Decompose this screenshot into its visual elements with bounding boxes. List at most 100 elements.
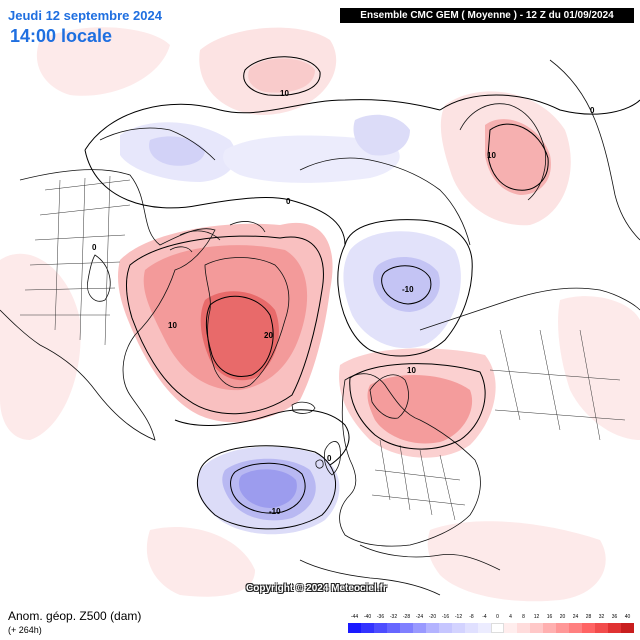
legend-swatch bbox=[452, 623, 465, 633]
legend-swatch bbox=[517, 623, 530, 633]
ridge-siberia-core bbox=[485, 119, 551, 195]
coastline-iceland bbox=[291, 401, 316, 414]
label-zero-atlantic: 0 bbox=[327, 454, 332, 463]
legend-tick-label: -32 bbox=[389, 614, 398, 620]
legend-tick-label: -24 bbox=[415, 614, 424, 620]
contour-value-labels: 10 0 0 10 0 10 20 -10 10 0 -10 bbox=[92, 89, 595, 516]
legend-swatch bbox=[621, 623, 634, 633]
legend-tick-label: 24 bbox=[572, 614, 579, 620]
contour-zero-north-america bbox=[84, 149, 346, 246]
trough-laptev-area bbox=[353, 114, 410, 156]
contour-zero-polar bbox=[84, 99, 441, 151]
ridge-bottom-left-area bbox=[146, 526, 255, 597]
legend-tick-label: 12 bbox=[533, 614, 540, 620]
legend-cell: -8 bbox=[465, 614, 478, 640]
legend-cell: 28 bbox=[582, 614, 595, 640]
ridge-south-area bbox=[427, 521, 606, 602]
legend-cell: 16 bbox=[543, 614, 556, 640]
label-zero-top-right: 0 bbox=[590, 106, 595, 115]
legend-tick-label: 16 bbox=[546, 614, 553, 620]
forecast-time-label: 14:00 locale bbox=[10, 26, 113, 46]
legend-cell: -24 bbox=[413, 614, 426, 640]
legend-cell: -4 bbox=[478, 614, 491, 640]
legend-swatch bbox=[400, 623, 413, 633]
legend-tick-label: -12 bbox=[454, 614, 463, 620]
lead-time-label: (+ 264h) bbox=[8, 625, 42, 635]
legend-swatch bbox=[361, 623, 374, 633]
legend-tick-label: -20 bbox=[428, 614, 437, 620]
coastline-alaska bbox=[99, 127, 216, 161]
legend-tick-label: -40 bbox=[363, 614, 372, 620]
coastline-hudson-bay bbox=[87, 254, 111, 302]
legend-cell: -28 bbox=[400, 614, 413, 640]
legend-swatch bbox=[543, 623, 556, 633]
parameter-label: Anom. géop. Z500 (dam) bbox=[8, 609, 142, 623]
legend-cell: 0 bbox=[491, 614, 504, 640]
label-ridge-canada: 10 bbox=[168, 321, 177, 330]
legend-tick-label: -44 bbox=[350, 614, 359, 620]
contour-trough-arctic bbox=[381, 265, 432, 305]
negative-anomaly-fill bbox=[120, 114, 461, 535]
label-zero-north-america: 0 bbox=[92, 243, 97, 252]
legend-cell: -32 bbox=[387, 614, 400, 640]
label-trough-atlantic: -10 bbox=[269, 507, 281, 516]
ridge-north-pacific-core bbox=[248, 58, 315, 93]
ridge-right-edge-area bbox=[558, 296, 640, 440]
legend-tick-label: -4 bbox=[482, 614, 487, 620]
legend-swatch bbox=[491, 623, 504, 633]
coastline-mediterranean bbox=[359, 544, 501, 571]
legend-cell: -44 bbox=[348, 614, 361, 640]
legend-cell: -20 bbox=[426, 614, 439, 640]
trough-arctic-strip bbox=[223, 135, 400, 183]
contour-ridge-canada bbox=[125, 235, 324, 415]
legend-tick-label: 28 bbox=[585, 614, 592, 620]
legend-cell: 4 bbox=[504, 614, 517, 640]
legend-swatch bbox=[530, 623, 543, 633]
border-lines-europe bbox=[371, 439, 466, 521]
label-zero-alaska: 0 bbox=[286, 197, 291, 206]
contour-trough-atlantic bbox=[230, 462, 306, 514]
legend-cell: -12 bbox=[452, 614, 465, 640]
legend-tick-label: -16 bbox=[441, 614, 450, 620]
legend-swatch bbox=[595, 623, 608, 633]
legend-cell: 40 bbox=[621, 614, 634, 640]
label-ridge-north-pacific: 10 bbox=[280, 89, 289, 98]
legend-cell: -40 bbox=[361, 614, 374, 640]
legend-swatch bbox=[348, 623, 361, 633]
coastline-siberia-arctic bbox=[299, 157, 471, 246]
contour-zero-atlantic bbox=[174, 409, 350, 466]
legend-swatch bbox=[439, 623, 452, 633]
coastline-africa bbox=[299, 559, 441, 596]
legend-cell: 32 bbox=[595, 614, 608, 640]
legend-cell: -36 bbox=[374, 614, 387, 640]
legend-tick-label: 4 bbox=[509, 614, 512, 620]
ridge-left-edge-area bbox=[0, 253, 81, 440]
coastline-east-asia bbox=[549, 59, 640, 241]
contour-zero-siberia bbox=[439, 94, 640, 115]
label-ridge-siberia: 10 bbox=[487, 151, 496, 160]
legend-swatch bbox=[465, 623, 478, 633]
legend-swatch bbox=[556, 623, 569, 633]
legend-swatch bbox=[608, 623, 621, 633]
contour-ridge-greenland bbox=[205, 295, 274, 377]
label-trough-arctic: -10 bbox=[402, 285, 414, 294]
legend-swatch bbox=[413, 623, 426, 633]
coastline-kamchatka bbox=[459, 103, 547, 201]
forecast-date-label: Jeudi 12 septembre 2024 bbox=[8, 8, 162, 23]
contour-ridge-siberia bbox=[487, 123, 549, 191]
legend-tick-label: -28 bbox=[402, 614, 411, 620]
model-run-banner: Ensemble CMC GEM ( Moyenne ) - 12 Z du 0… bbox=[340, 8, 634, 23]
legend-tick-label: 32 bbox=[598, 614, 605, 620]
contour-lines bbox=[84, 56, 640, 530]
legend-tick-label: 0 bbox=[496, 614, 499, 620]
legend-tick-label: 20 bbox=[559, 614, 566, 620]
legend-tick-label: 40 bbox=[624, 614, 631, 620]
legend-tick-label: 8 bbox=[522, 614, 525, 620]
contour-zero-arctic bbox=[337, 219, 473, 357]
coastline-scandinavia bbox=[369, 374, 409, 419]
coastlines bbox=[0, 59, 640, 596]
legend-tick-label: 36 bbox=[611, 614, 618, 620]
contour-zero-atlantic-south bbox=[196, 445, 336, 530]
contour-ridge-north-pacific bbox=[243, 56, 321, 96]
